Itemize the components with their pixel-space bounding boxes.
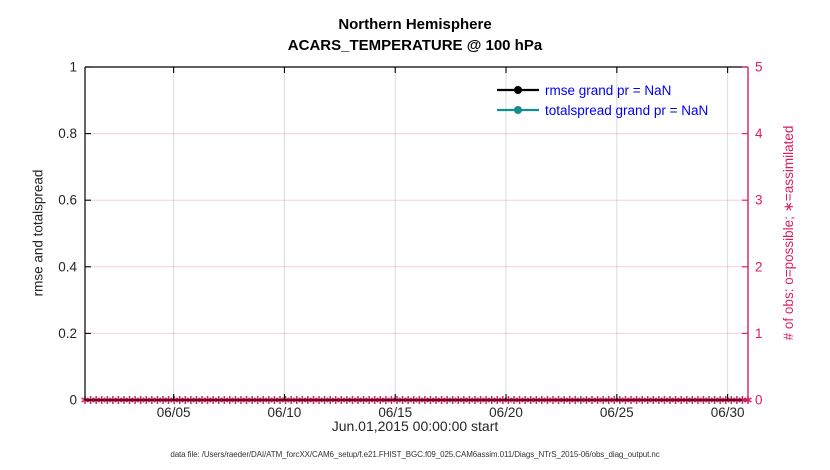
legend-entry: totalspread grand pr = NaN <box>496 100 708 120</box>
left-y-tick-label: 0 <box>69 393 77 408</box>
tick-marks <box>85 66 748 401</box>
x-gridlines <box>173 67 729 400</box>
right-y-tick-label: 2 <box>755 259 763 274</box>
left-y-tick-label: 0.4 <box>58 259 77 274</box>
x-tick-label: 06/30 <box>711 405 745 420</box>
y-gridlines <box>85 133 748 334</box>
right-y-tick-labels: 0 1 2 3 4 5 <box>755 60 763 408</box>
legend-entry-label: rmse grand pr = NaN <box>545 82 672 98</box>
chart-title-line2: ACARS_TEMPERATURE @ 100 hPa <box>287 37 543 54</box>
legend-entry-label: totalspread grand pr = NaN <box>545 102 709 118</box>
x-tick-labels: 06/05 06/10 06/15 06/20 06/25 06/30 <box>157 405 745 420</box>
x-tick-label: 06/10 <box>268 405 302 420</box>
left-y-tick-label: 0.6 <box>58 193 77 208</box>
x-tick-label: 06/15 <box>378 405 412 420</box>
right-y-tick-label: 1 <box>755 326 763 341</box>
right-y-axis-label: # of obs: o=possible; ∗=assimilated <box>781 125 796 341</box>
x-tick-label: 06/05 <box>157 405 191 420</box>
data-file-caption: data file: /Users/raeder/DAI/ATM_forcXX/… <box>170 450 660 459</box>
x-axis-label: Jun.01,2015 00:00:00 start <box>331 418 499 434</box>
legend-marker-dot <box>514 106 522 114</box>
right-y-tick-label: 4 <box>755 126 763 141</box>
right-y-tick-label: 5 <box>755 60 763 75</box>
legend-entry: rmse grand pr = NaN <box>496 80 708 100</box>
legend-marker-dot <box>514 86 522 94</box>
left-y-tick-label: 1 <box>69 60 77 75</box>
chart-title-line1: Northern Hemisphere <box>338 16 492 33</box>
left-y-tick-label: 0.2 <box>58 326 77 341</box>
legend-line-sample <box>497 86 539 94</box>
right-y-tick-label: 3 <box>755 193 763 208</box>
left-y-tick-label: 0.8 <box>58 126 77 141</box>
left-y-axis-label: rmse and totalspread <box>30 169 46 297</box>
left-y-tick-labels: 0 0.2 0.4 0.6 0.8 1 <box>58 60 77 408</box>
x-tick-label: 06/25 <box>600 405 634 420</box>
legend: rmse grand pr = NaN totalspread grand pr … <box>496 80 708 120</box>
legend-line-sample <box>497 106 539 114</box>
right-y-tick-label: 0 <box>755 393 763 408</box>
x-tick-label: 06/20 <box>489 405 523 420</box>
axes-spines <box>84 66 749 401</box>
